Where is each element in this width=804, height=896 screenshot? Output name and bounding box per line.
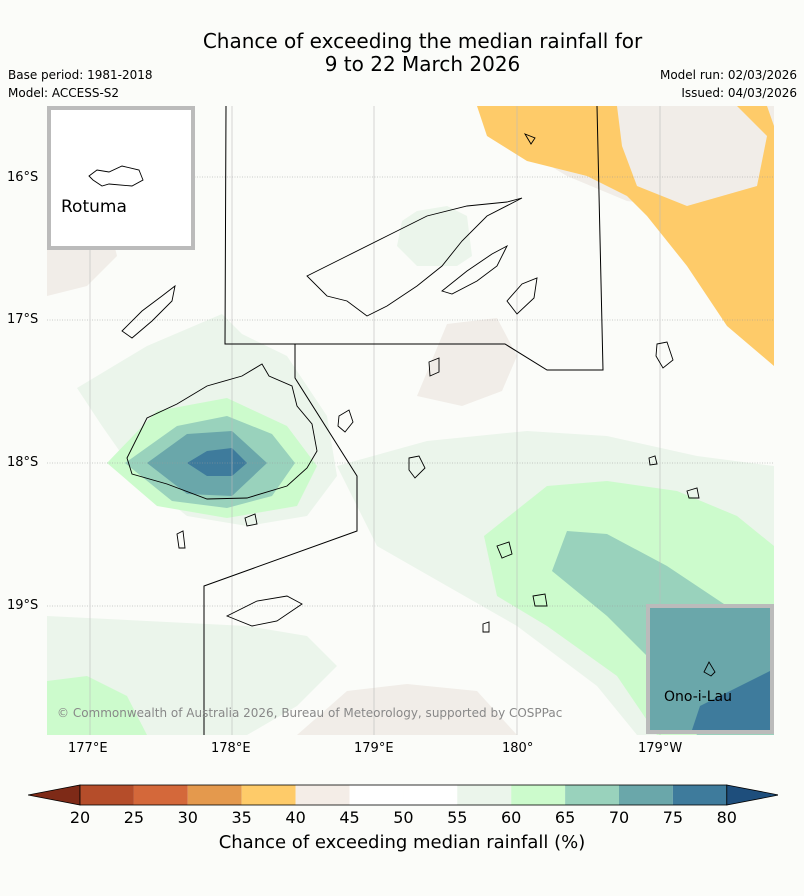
map-title: Chance of exceeding the median rainfall … [0, 30, 804, 76]
lon-label-177e: 177°E [68, 741, 108, 756]
colorbar-tick-40: 40 [285, 808, 306, 827]
inset-rotuma [47, 106, 195, 250]
model-run: Model run: 02/03/2026 [659, 68, 797, 82]
colorbar-tick-25: 25 [123, 808, 145, 827]
colorbar-segment-55-60 [457, 785, 512, 805]
colorbar-segment-50-55 [403, 785, 458, 805]
viti-levu [126, 363, 318, 500]
colorbar-tick-20: 20 [69, 808, 91, 827]
colorbar [28, 784, 778, 806]
rotuma-label: Rotuma [61, 197, 127, 217]
colorbar-segment-65-70 [565, 785, 619, 805]
lau-islet-1 [686, 487, 700, 499]
rotuma-inset-frame [47, 106, 195, 250]
lat-label-18s: 18°S [7, 455, 39, 470]
lat-label-17s: 17°S [7, 312, 39, 327]
kabara [482, 621, 490, 633]
title-line-2: 9 to 22 March 2026 [324, 52, 521, 76]
colorbar-title: Chance of exceeding median rainfall (%) [218, 832, 586, 853]
colorbar-segment-70-75 [619, 785, 673, 805]
lon-label-178e: 178°E [211, 741, 251, 756]
lat-label-19s: 19°S [7, 598, 39, 613]
vanua-levu [306, 197, 523, 317]
colorbar-tick-75: 75 [662, 808, 684, 827]
lon-label-179w: 179°W [638, 741, 683, 756]
colorbar-extend-low [28, 784, 81, 806]
rotuma-island [88, 165, 144, 187]
kadavu [225, 595, 303, 627]
colorbar-segment-60-65 [511, 785, 566, 805]
koro [428, 357, 440, 377]
region-boundary-west [203, 106, 358, 735]
onoilau-island [703, 661, 716, 677]
vanua-balavu [655, 341, 674, 369]
beqa [176, 530, 186, 549]
lakeba-island [506, 277, 538, 315]
colorbar-segment-35-40 [241, 785, 296, 805]
matuku [532, 593, 548, 607]
region-boundary-north [295, 106, 604, 371]
colorbar-segment-45-50 [349, 785, 404, 805]
colorbar-segment-30-35 [187, 785, 242, 805]
lat-label-16s: 16°S [7, 170, 39, 185]
colorbar-tick-35: 35 [231, 808, 252, 827]
colorbar-segment-25-30 [133, 785, 188, 805]
contour-55-60-vitilevu [397, 206, 472, 266]
lon-label-180: 180° [502, 741, 534, 756]
vatulele [244, 513, 258, 527]
colorbar-extend-high [726, 784, 778, 806]
taveuni [441, 244, 509, 295]
base-period: Base period: 1981-2018 [8, 68, 153, 82]
title-line-1: Chance of exceeding the median rainfall … [202, 29, 643, 53]
contour-60-65-southwest [47, 676, 147, 735]
lau-islet-2 [648, 455, 658, 466]
moala [408, 455, 426, 479]
ovalau [337, 409, 354, 433]
lon-label-179e: 179°E [354, 741, 394, 756]
colorbar-tick-70: 70 [608, 808, 630, 827]
colorbar-tick-55: 55 [447, 808, 468, 827]
onoilau-inset-contour [692, 671, 770, 730]
colorbar-segment-40-45 [295, 785, 350, 805]
onoilau-label: Ono-i-Lau [664, 689, 732, 705]
contour-40-45-northeast-inner [617, 106, 767, 206]
reef-north [523, 133, 536, 145]
meta-right: Model run: 02/03/2026 Issued: 04/03/2026 [660, 66, 797, 102]
copyright-notice: © Commonwealth of Australia 2026, Bureau… [57, 706, 563, 720]
colorbar-tick-50: 50 [393, 808, 414, 827]
issued-date: Issued: 04/03/2026 [681, 86, 797, 100]
contour-40-45-central [417, 318, 517, 406]
inset-ono-i-lau [646, 604, 774, 734]
colorbar-tick-65: 65 [554, 808, 576, 827]
contour-40-45-south [297, 684, 517, 735]
colorbar-tick-30: 30 [177, 808, 198, 827]
colorbar-segment-75-80 [672, 785, 727, 805]
coastlines [121, 133, 700, 633]
colorbar-tick-45: 45 [339, 808, 360, 827]
meta-left: Base period: 1981-2018 Model: ACCESS-S2 [8, 66, 153, 102]
model-name: Model: ACCESS-S2 [8, 86, 120, 100]
colorbar-tick-80: 80 [716, 808, 737, 827]
totoya [496, 541, 513, 559]
rainfall-map [47, 106, 774, 735]
yasawa-group [121, 284, 176, 339]
colorbar-tick-60: 60 [501, 808, 522, 827]
colorbar-segment-20-25 [80, 785, 134, 805]
